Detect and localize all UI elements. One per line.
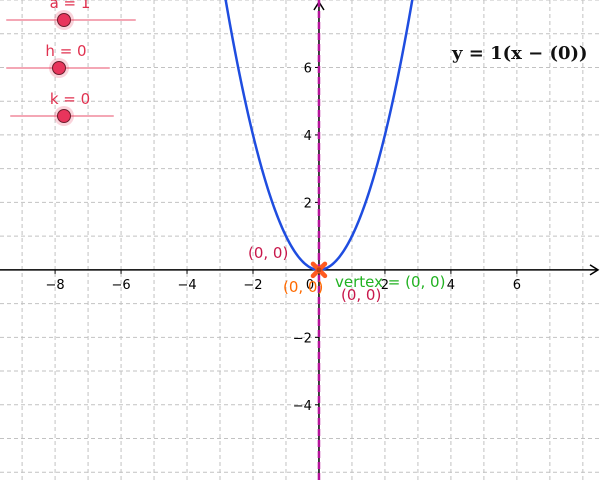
slider-k-knob[interactable] <box>57 109 71 123</box>
x-axis-arrow <box>589 264 600 276</box>
x-tick-label: 6 <box>513 278 521 293</box>
y-tick-label: −2 <box>293 331 312 346</box>
y-tick-label: 4 <box>304 129 312 144</box>
slider-k-label: k = 0 <box>49 90 91 108</box>
slider-a-knob[interactable] <box>57 13 71 27</box>
vertex-label: vertex = (0, 0) <box>335 273 446 291</box>
x-tick-label: −4 <box>177 278 196 293</box>
slider-a-label: a = 1 <box>49 0 91 12</box>
point-label-lower: (0, 0) <box>341 286 382 304</box>
vertex-point-center <box>316 267 322 273</box>
point-layer <box>310 261 328 279</box>
slider-a-track[interactable] <box>6 19 136 21</box>
x-tick-label: −8 <box>45 278 64 293</box>
x-tick-label: −6 <box>111 278 130 293</box>
point-label-upper: (0, 0) <box>248 244 289 262</box>
x-tick-label: 0 <box>306 278 314 293</box>
tick-labels: −8 −6 −4 −2 0 2 4 6 −4 −2 2 4 6 <box>45 61 521 413</box>
slider-k[interactable]: k = 0 <box>10 90 114 126</box>
equation-label: y = 1(x − (0)) <box>452 43 588 64</box>
x-tick-label: 4 <box>447 278 455 293</box>
slider-h-knob[interactable] <box>52 61 66 75</box>
slider-a[interactable]: a = 1 <box>6 0 136 30</box>
point-label-orange: (0, 0) <box>283 278 324 296</box>
slider-h[interactable]: h = 0 <box>6 42 110 78</box>
y-tick-label: 6 <box>304 61 312 76</box>
y-tick-label: 2 <box>304 196 312 211</box>
y-tick-label: −4 <box>293 399 312 414</box>
slider-h-label: h = 0 <box>45 42 87 60</box>
x-tick-label: −2 <box>243 278 262 293</box>
x-tick-label: 2 <box>381 278 389 293</box>
